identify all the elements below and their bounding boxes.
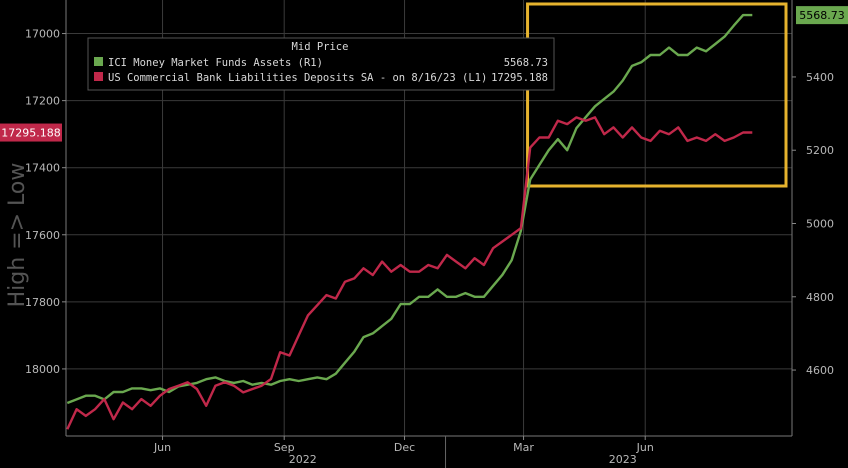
year-label-0: 2022 [289,453,317,466]
left-tick-label-5: 18000 [25,363,60,376]
year-label-1: 2023 [609,453,637,466]
legend-value-mmf: 5568.73 [504,57,548,69]
series-line-0 [66,13,753,405]
x-tick-label-4: Jun [636,441,654,454]
legend-label-deposits: US Commercial Bank Liabilities Deposits … [108,72,487,84]
legend-header: Mid Price [292,41,349,53]
right-tick-label-4: 5400 [806,71,834,84]
legend-swatch-mmf [94,57,103,66]
right-last-value-label: 5568.73 [799,9,845,22]
left-tick-label-3: 17600 [25,229,60,242]
x-tick-label-2: Dec [394,441,415,454]
x-tick-label-3: Mar [513,441,534,454]
right-tick-label-0: 4600 [806,364,834,377]
x-tick-label-1: Sep [274,441,295,454]
legend-swatch-deposits [94,72,103,81]
right-tick-label-2: 5000 [806,217,834,230]
x-tick-label-0: Jun [153,441,171,454]
legend: Mid Price ICI Money Market Funds Assets … [87,37,555,91]
left-tick-label-4: 17800 [25,296,60,309]
highlight-box-layer [526,2,788,188]
left-tick-label-2: 17400 [25,162,60,175]
legend-box [87,37,555,91]
legend-value-deposits: 17295.188 [491,72,548,84]
left-last-value-label: 17295.188 [1,127,61,140]
right-last-value-tag [796,6,848,25]
left-tick-label-1: 17200 [25,95,60,108]
left-axis-label: High => Low [5,163,30,308]
legend-label-mmf: ICI Money Market Funds Assets (R1) [108,57,323,69]
series-layer [66,13,753,430]
right-tick-label-3: 5200 [806,144,834,157]
series-line-1 [66,116,753,430]
right-tick-label-1: 4800 [806,291,834,304]
left-tick-label-0: 17000 [25,28,60,41]
left-last-value-tag [0,123,62,142]
highlight-box [526,2,788,188]
